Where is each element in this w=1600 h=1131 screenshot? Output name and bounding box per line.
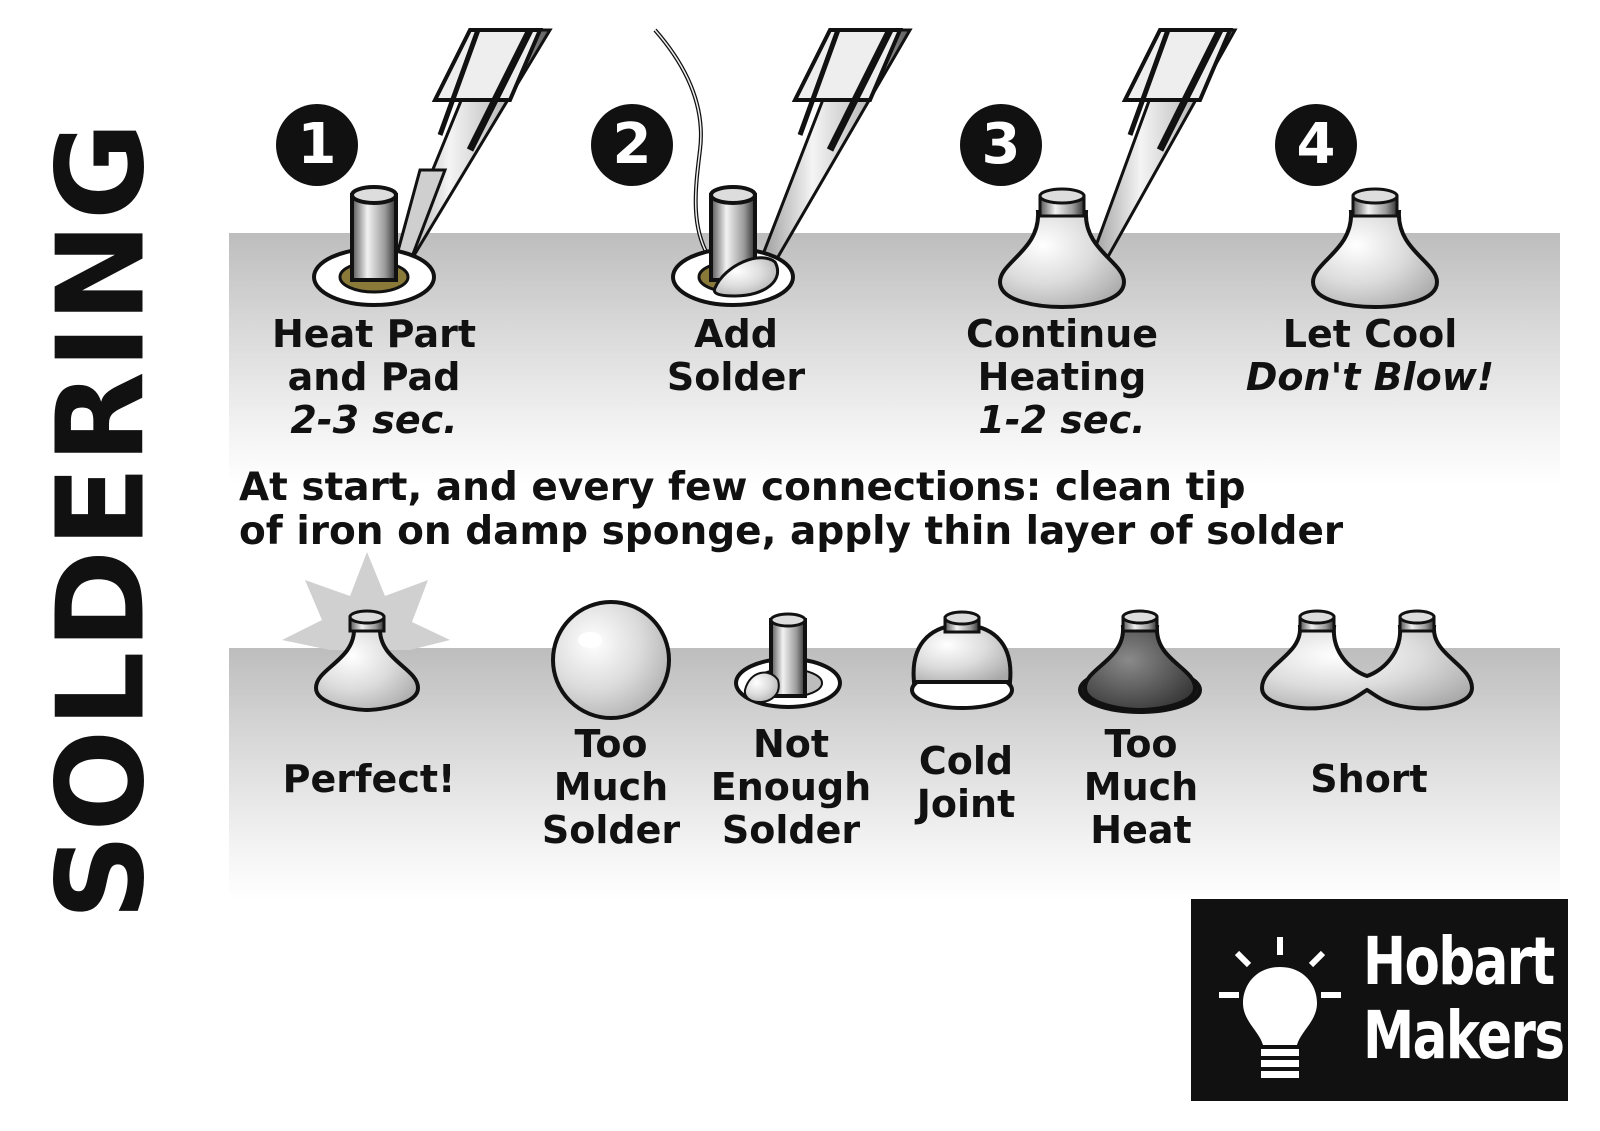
step2-pad-pin-icon <box>671 185 795 307</box>
joint-label-too-much-solder: Too Much Solder <box>541 722 681 852</box>
soldering-iron-icon <box>1087 28 1238 264</box>
step-3-label: Continue Heating 1-2 sec. <box>965 312 1159 442</box>
not-enough-solder-icon <box>734 612 842 709</box>
cold-joint-icon <box>910 610 1014 710</box>
step-1-number: 1 <box>276 104 358 186</box>
step4-joint-icon <box>1310 187 1440 310</box>
logo-text: Hobart Makers <box>1363 923 1565 1074</box>
joint-label-perfect: Perfect! <box>282 757 456 801</box>
perfect-joint-icon <box>282 552 450 713</box>
joint-label-short: Short <box>1310 757 1428 801</box>
step-1-label: Heat Part and Pad 2-3 sec. <box>272 312 476 442</box>
step-4-label: Let Cool Don't Blow! <box>1245 312 1495 399</box>
step1-pad-pin-icon <box>312 185 436 307</box>
tip-cleaning-note: At start, and every few connections: cle… <box>239 465 1344 554</box>
joint-label-too-much-heat: Too Much Heat <box>1083 722 1199 852</box>
step-3-number: 3 <box>960 104 1042 186</box>
joint-label-not-enough-solder: Not Enough Solder <box>710 722 872 852</box>
hobart-makers-logo: Hobart Makers <box>1191 899 1568 1101</box>
lightbulb-icon <box>1219 937 1341 1078</box>
step-4-number: 4 <box>1275 104 1357 186</box>
soldering-iron-icon <box>757 28 913 264</box>
soldering-iron-icon <box>392 28 553 264</box>
joint-label-cold-joint: Cold Joint <box>916 739 1016 826</box>
too-much-heat-icon <box>1078 609 1202 714</box>
too-much-solder-icon <box>551 600 671 720</box>
step-2-number: 2 <box>591 104 673 186</box>
step-2-label: Add Solder <box>666 312 806 399</box>
step3-joint-icon <box>997 187 1127 310</box>
short-joint-icon <box>1259 609 1475 711</box>
